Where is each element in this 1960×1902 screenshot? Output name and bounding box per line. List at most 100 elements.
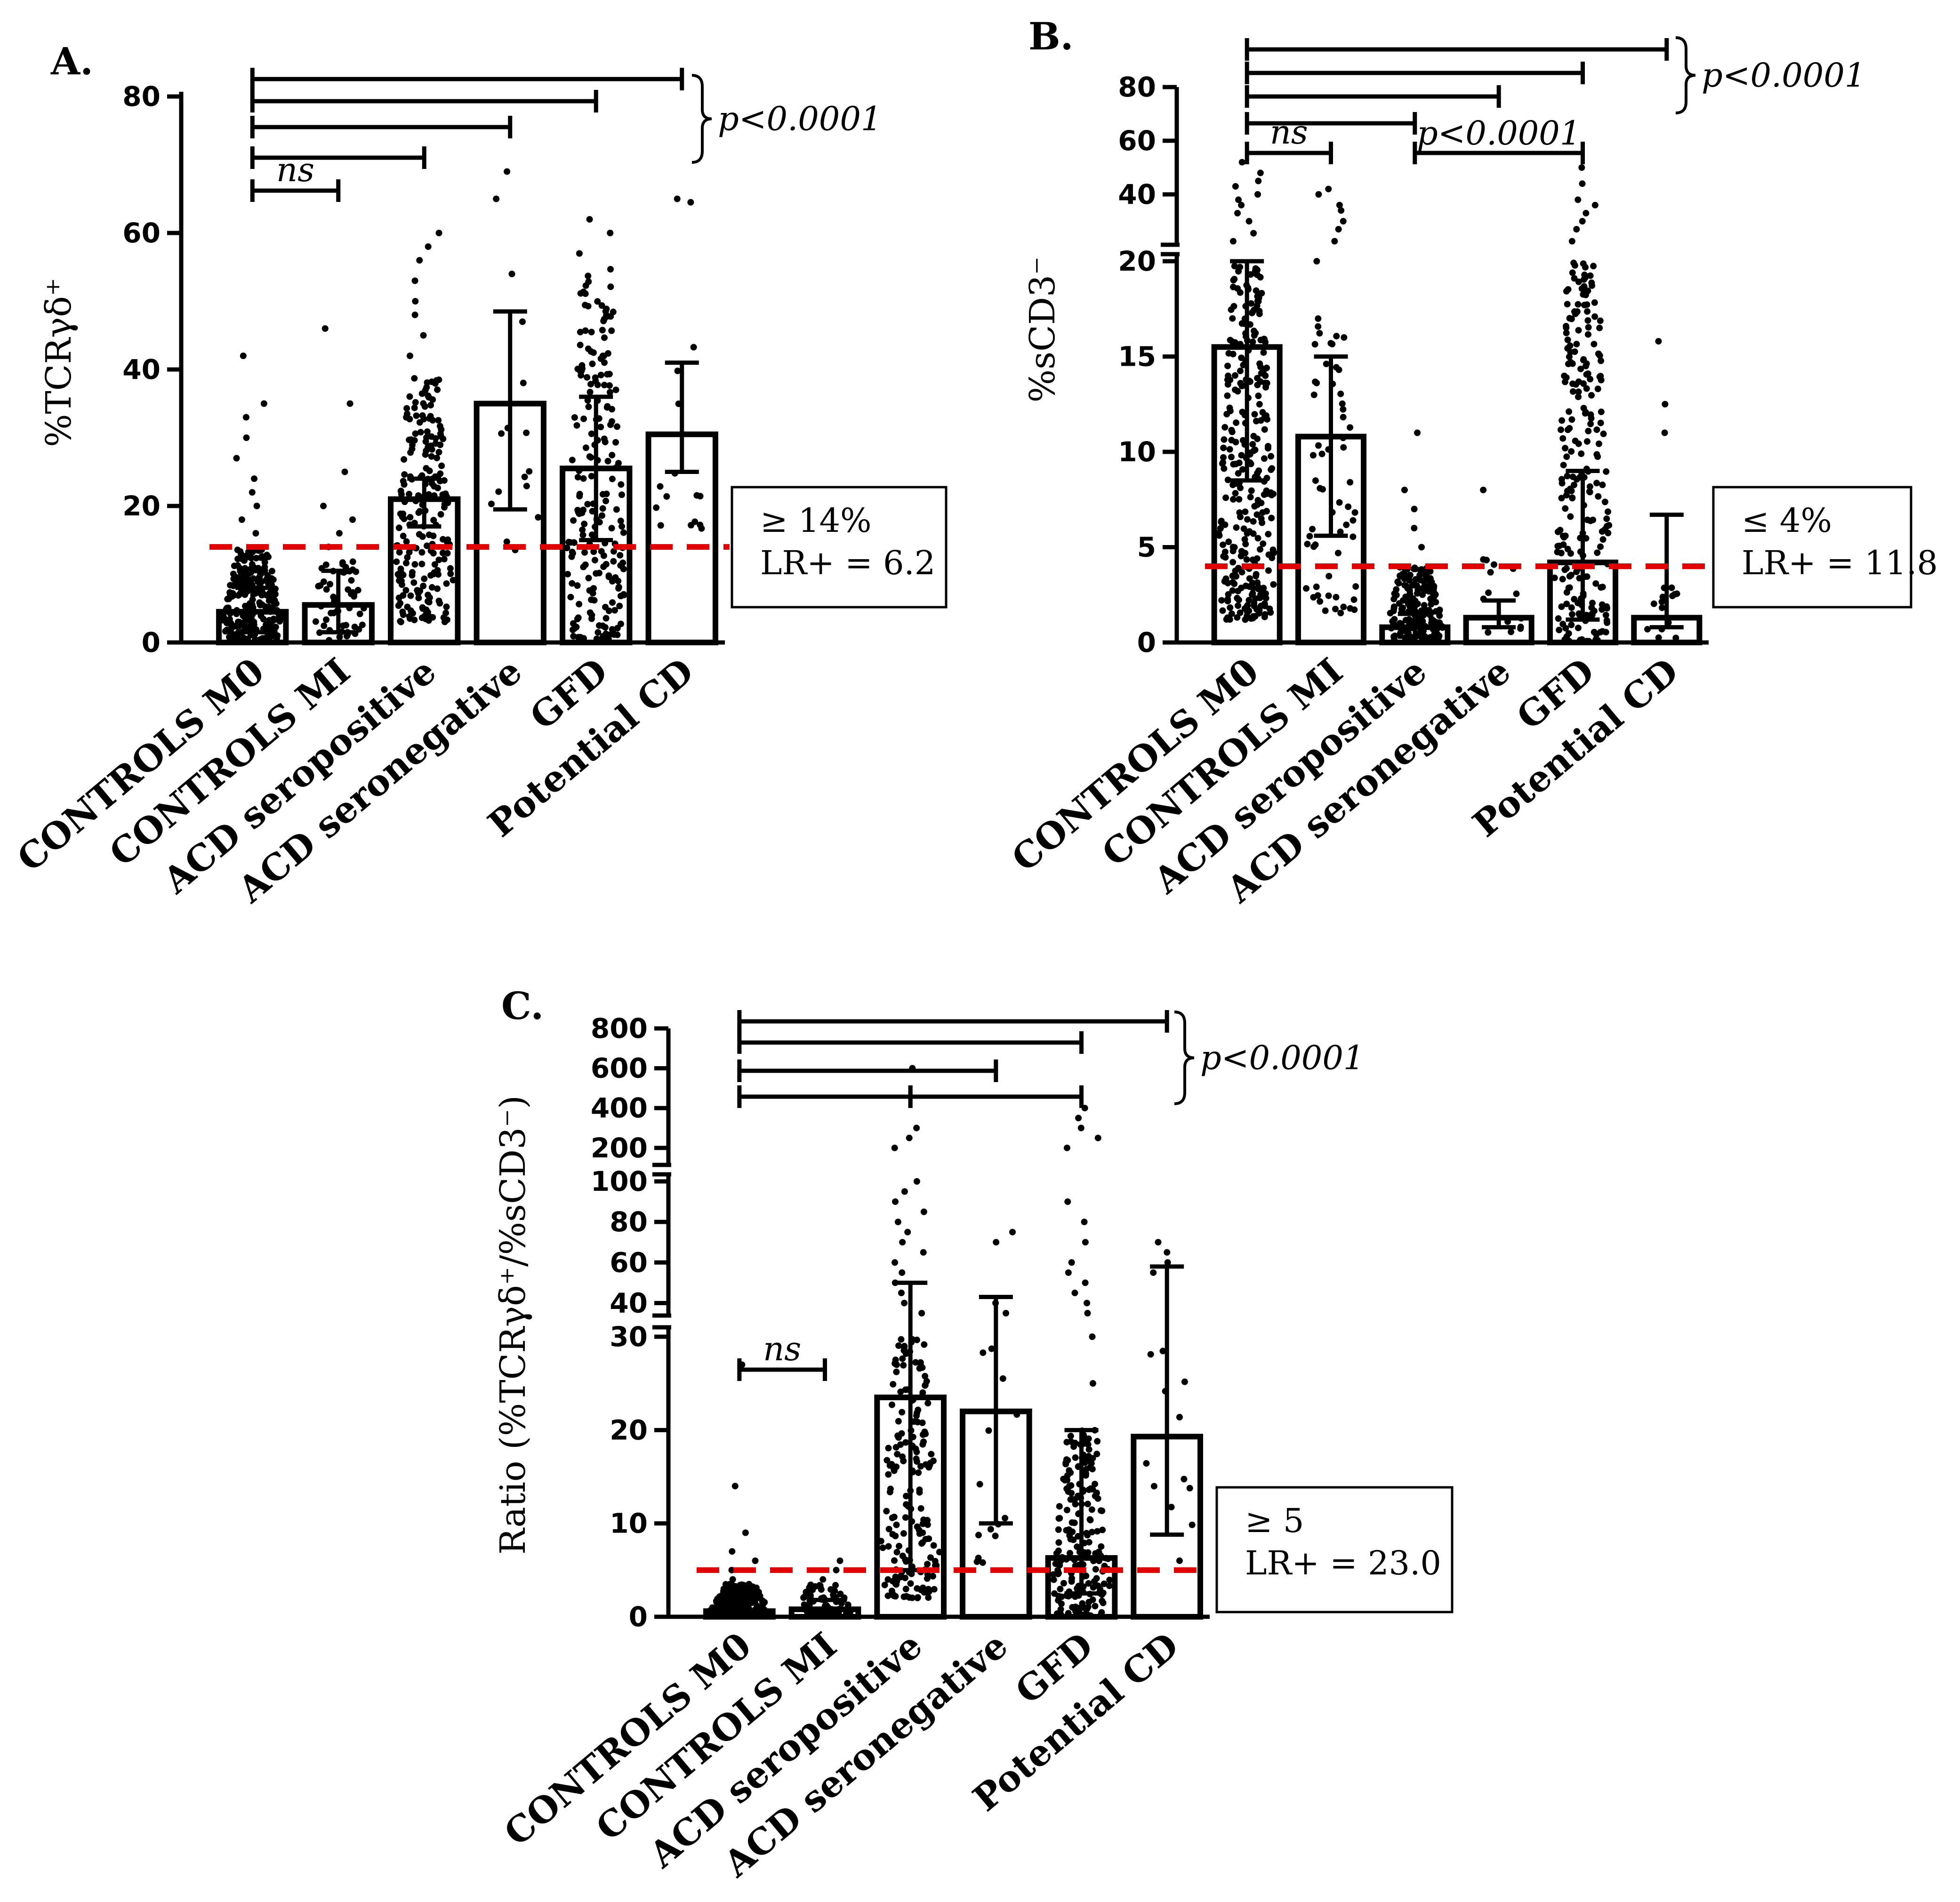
y-tick-label: 15: [1118, 341, 1156, 373]
data-point: [418, 390, 426, 397]
data-point: [411, 312, 418, 318]
data-point: [1590, 263, 1597, 270]
data-point: [1159, 1348, 1166, 1355]
data-point: [1418, 544, 1425, 551]
data-point: [569, 550, 576, 557]
data-point: [598, 302, 605, 309]
data-point: [411, 277, 418, 284]
data-point: [1582, 289, 1590, 296]
data-point: [1106, 1576, 1113, 1583]
data-point: [599, 327, 606, 334]
data-point: [1226, 446, 1233, 453]
data-point: [346, 400, 353, 407]
data-point: [1596, 324, 1603, 331]
data-point: [493, 195, 500, 202]
y-tick-label: 60: [122, 217, 161, 249]
data-point: [580, 289, 587, 296]
data-point: [425, 617, 432, 624]
data-point: [1250, 530, 1257, 537]
data-point: [411, 437, 418, 444]
data-point: [884, 1592, 892, 1599]
data-point: [1573, 309, 1580, 316]
data-point: [580, 563, 587, 570]
data-point: [921, 1341, 928, 1348]
data-point: [585, 575, 592, 582]
data-point: [1232, 183, 1239, 190]
lr-value-text: LR+ = 23.0: [1245, 1544, 1441, 1582]
data-point: [806, 1588, 813, 1595]
p-symbol: p: [718, 100, 739, 138]
data-point: [1396, 600, 1403, 607]
data-point: [885, 1471, 892, 1478]
data-point: [1564, 337, 1571, 344]
data-point: [396, 549, 403, 556]
data-point: [1569, 269, 1576, 276]
data-point: [902, 1586, 909, 1593]
data-point: [1563, 601, 1570, 608]
data-point: [1313, 583, 1320, 590]
data-point: [1087, 1485, 1094, 1492]
data-point: [519, 318, 526, 325]
data-point: [1002, 1515, 1009, 1522]
data-point: [1598, 357, 1605, 364]
data-point: [746, 1584, 753, 1591]
data-point: [579, 531, 586, 538]
data-point: [1603, 515, 1610, 522]
data-point: [1268, 466, 1275, 473]
data-point: [1590, 341, 1598, 348]
data-point: [728, 1566, 735, 1573]
data-point: [1425, 584, 1432, 591]
data-point: [1176, 1413, 1183, 1420]
data-point: [1263, 474, 1270, 482]
data-point: [345, 586, 352, 593]
y-tick-label: 800: [591, 1012, 648, 1044]
data-point: [1221, 465, 1228, 472]
data-point: [1255, 467, 1262, 474]
data-point: [420, 332, 427, 339]
data-point: [698, 525, 705, 532]
data-point: [1603, 617, 1610, 624]
data-point: [1233, 573, 1240, 580]
data-point: [1220, 553, 1227, 560]
data-point: [1251, 503, 1258, 510]
data-point: [980, 1349, 987, 1356]
data-point: [833, 1566, 840, 1573]
data-point: [1249, 615, 1256, 622]
data-point: [1254, 191, 1261, 198]
data-point: [430, 517, 437, 524]
data-point: [1088, 1460, 1095, 1467]
data-point: [428, 378, 435, 385]
data-point: [801, 1593, 808, 1600]
data-point: [1237, 609, 1244, 616]
data-point: [1555, 615, 1562, 622]
data-point: [1350, 517, 1357, 524]
data-point: [1579, 218, 1586, 225]
ns-label: ns: [1270, 113, 1308, 152]
data-point: [924, 1400, 932, 1407]
data-point: [915, 1469, 922, 1476]
data-point: [425, 394, 432, 401]
data-point: [262, 603, 269, 610]
data-point: [1217, 525, 1224, 532]
data-point: [1430, 618, 1438, 625]
data-point: [265, 554, 272, 561]
data-point: [1255, 584, 1262, 591]
y-tick-label: 5: [1137, 531, 1156, 563]
data-point: [585, 303, 592, 310]
data-point: [1164, 1259, 1171, 1266]
data-point: [1189, 1521, 1196, 1528]
data-point: [1340, 444, 1347, 451]
data-point: [412, 430, 419, 437]
data-point: [1247, 494, 1254, 501]
data-point: [582, 282, 589, 289]
data-point: [406, 353, 413, 359]
data-point: [1250, 328, 1257, 335]
data-point: [919, 1441, 926, 1448]
data-point: [1563, 323, 1570, 330]
data-point: [1352, 583, 1359, 590]
data-point: [1225, 538, 1232, 546]
data-point: [1092, 1550, 1099, 1557]
data-point: [419, 412, 426, 419]
data-point: [1221, 578, 1228, 585]
